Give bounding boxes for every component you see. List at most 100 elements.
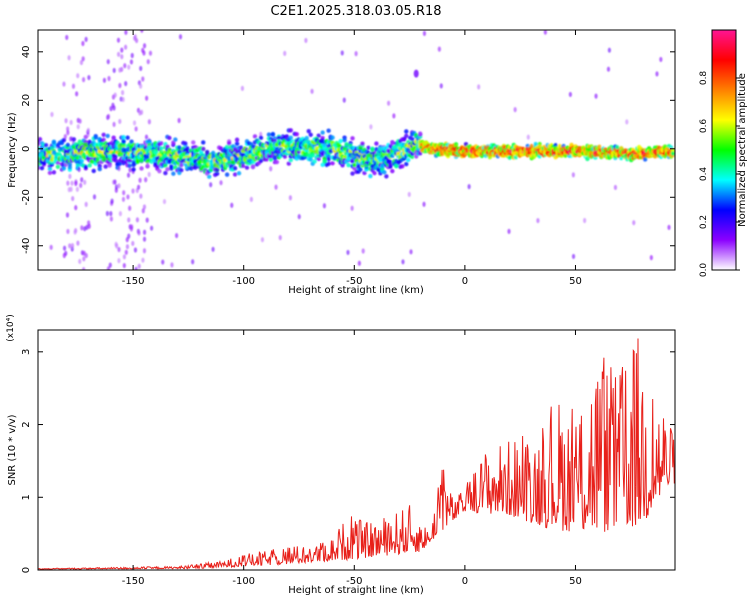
spectrogram-cell (380, 163, 385, 168)
spectrogram-cell (296, 149, 301, 155)
spectrogram-noise (81, 40, 85, 47)
spectrogram-cell (169, 164, 174, 169)
spectrogram-cell (71, 137, 77, 142)
spectrogram-noise (117, 246, 121, 253)
spectrogram-cell (234, 137, 240, 142)
spectrogram-noise (625, 119, 629, 125)
spectrogram-cell (250, 163, 256, 169)
spectrogram-noise (162, 198, 167, 205)
spectrogram-cell (157, 168, 162, 174)
spectrogram-noise (507, 228, 511, 234)
snr-panel: -150 -100 -50 0 50 0 1 2 3 Height of straight l… (6, 314, 676, 596)
spectrogram-noise (260, 237, 265, 243)
spectrogram-noise (177, 117, 181, 124)
spectrogram-cell (388, 162, 393, 167)
spectrogram-cell (139, 158, 144, 163)
spectrogram-cell (294, 131, 299, 137)
spectrogram-noise (467, 184, 471, 190)
spectrogram-cell (47, 166, 53, 172)
spectrogram-cell (115, 140, 120, 146)
spectrogram-cell (358, 167, 363, 172)
spectrogram-noise (613, 184, 618, 191)
spectrogram-cell (326, 156, 331, 162)
spectrogram-cell (173, 137, 178, 142)
spectrogram-noise (130, 224, 134, 230)
spectrogram-noise (67, 55, 71, 61)
spectrogram-noise (649, 255, 653, 261)
spectrogram-cell (642, 157, 648, 162)
spectrogram-cell (177, 145, 182, 150)
spectrogram-noise (361, 248, 365, 254)
spectrogram-cell (368, 173, 373, 179)
spectrogram-noise (571, 253, 576, 260)
spectrogram-noise (178, 34, 183, 40)
spectrogram-cell (330, 161, 335, 166)
spectrogram-cell (670, 151, 675, 156)
spectrogram-cell (266, 132, 272, 137)
spectrogram-noise (70, 180, 74, 186)
spectrogram-noise (354, 51, 358, 57)
spectrogram-noise (409, 249, 413, 255)
colorbar-gradient (712, 30, 736, 270)
spectrogram-cell (39, 165, 45, 171)
spectrogram-noise (131, 240, 135, 247)
colorbar-label: Normalized spectral amplitude (737, 73, 748, 227)
spectrogram-cell (533, 141, 538, 147)
spectrogram-noise (130, 52, 134, 59)
spectrogram-noise (146, 59, 150, 65)
spectrogram-noise (118, 82, 122, 89)
spectrogram-noise (401, 259, 405, 265)
spectrogram-noise (112, 67, 116, 74)
spectrogram-noise (117, 166, 121, 172)
spectrogram-cell (597, 144, 602, 150)
spectrogram-cell (316, 133, 321, 138)
spectrogram-noise (139, 65, 143, 72)
spectrogram-cell (163, 170, 168, 176)
spectrogram-cell (404, 161, 409, 167)
spectrogram-noise (75, 91, 79, 97)
spectrogram-noise (568, 91, 572, 98)
spectrogram-cell (107, 163, 112, 168)
spectrogram-noise (66, 228, 70, 235)
spectrogram-y-ticks: -40 -20 0 20 40 (21, 45, 675, 254)
spectrogram-cell (226, 141, 232, 146)
spectrogram-cell (308, 132, 313, 138)
spectrogram-noise (170, 262, 174, 268)
spectrogram-noise (122, 254, 127, 260)
spectrogram-cell (352, 166, 357, 171)
spectrogram-noise (124, 44, 128, 50)
spectrogram-cell (214, 167, 220, 172)
spectrogram-x-tick-label: 0 (462, 276, 468, 287)
spectrogram-cell (121, 135, 126, 140)
snr-x-tick-label: -50 (346, 576, 362, 587)
spectrogram-cell (413, 69, 419, 78)
spectrogram-noise (70, 243, 75, 249)
spectrogram-noise (142, 50, 146, 56)
spectrogram-noise (304, 37, 308, 44)
spectrogram-noise (149, 225, 154, 231)
spectrogram-noise (64, 118, 68, 124)
spectrogram-noise (80, 177, 84, 183)
spectrogram-noise (340, 50, 344, 56)
spectrogram-noise (87, 74, 91, 81)
spectrogram-noise (209, 182, 213, 188)
spectrogram-cell (252, 134, 258, 139)
spectrogram-cell (615, 145, 620, 150)
spectrogram-cell (101, 132, 106, 137)
spectrogram-cell (320, 162, 325, 168)
spectrogram-cell (43, 143, 49, 148)
spectrogram-noise (71, 195, 75, 202)
spectrogram-noise (76, 124, 80, 130)
spectrogram-noise (120, 66, 124, 72)
spectrogram-cell (91, 168, 96, 174)
spectrogram-cell (288, 128, 294, 133)
spectrogram-noise (632, 220, 636, 226)
snr-y-tick-label: 0 (21, 567, 32, 573)
spectrogram-cell (384, 174, 389, 179)
spectrogram-cell (577, 152, 582, 157)
spectrogram-cell (61, 166, 67, 171)
spectrogram-cell (563, 153, 568, 158)
spectrogram-cell (67, 162, 73, 167)
spectrogram-noise (126, 194, 130, 200)
spectrogram-noise (132, 120, 137, 126)
